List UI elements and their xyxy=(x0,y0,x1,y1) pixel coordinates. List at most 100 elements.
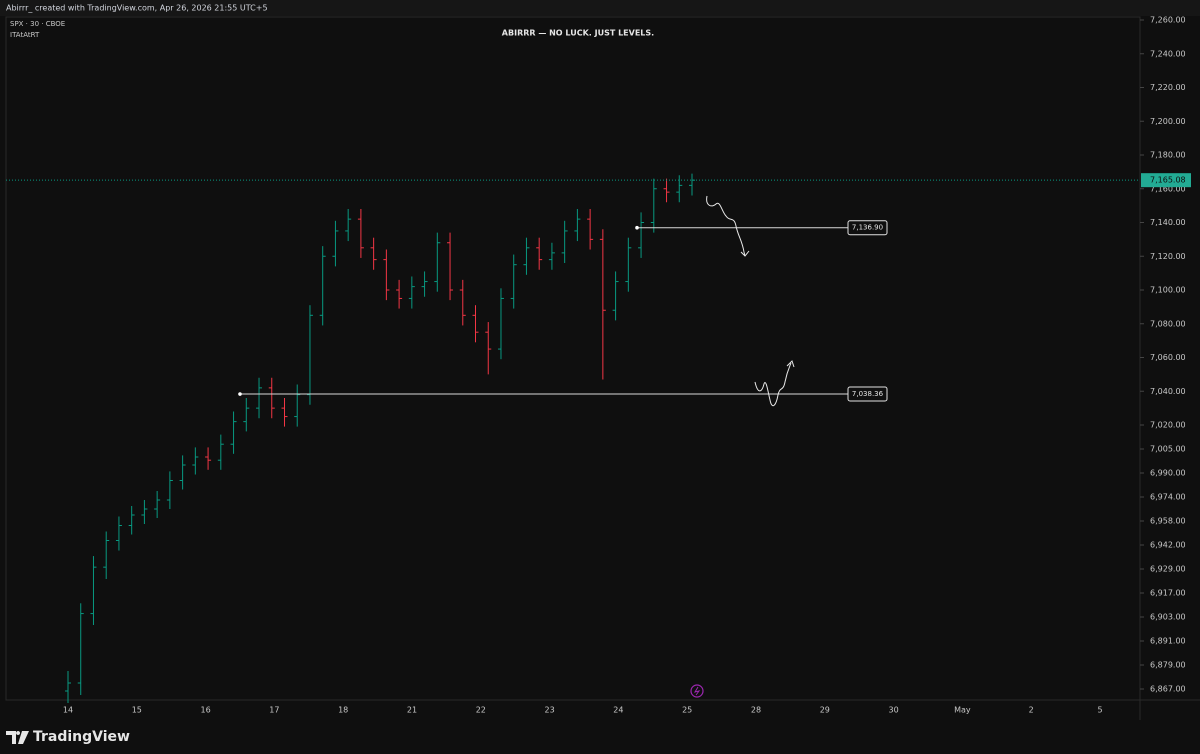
ohlc-bar xyxy=(523,237,530,275)
ohlc-bar xyxy=(192,447,199,475)
x-tick-label: 16 xyxy=(201,706,211,715)
y-tick-label: 6,974.00 xyxy=(1150,493,1186,502)
ohlc-bar xyxy=(599,229,606,380)
y-tick-label: 7,020.00 xyxy=(1150,421,1186,430)
x-tick-label: 5 xyxy=(1097,706,1102,715)
ohlc-bar xyxy=(166,471,173,509)
y-tick-label: 7,240.00 xyxy=(1150,49,1186,58)
ohlc-bar xyxy=(434,232,441,292)
footer xyxy=(0,720,1200,754)
ohlc-bar xyxy=(217,434,224,470)
y-tick-label: 6,867.00 xyxy=(1150,685,1186,694)
y-tick-label: 6,942.00 xyxy=(1150,541,1186,550)
y-tick-label: 7,260.00 xyxy=(1150,16,1186,25)
ohlc-bar xyxy=(281,398,288,427)
ohlc-bar xyxy=(459,279,466,326)
x-tick-label: 23 xyxy=(545,706,555,715)
x-tick-label: 30 xyxy=(889,706,899,715)
ohlc-bar xyxy=(294,384,301,427)
symbol-label: SPX · 30 · CBOE xyxy=(10,20,65,28)
level-box xyxy=(847,386,888,402)
logo-text: TradingView xyxy=(33,729,130,745)
ohlc-bar xyxy=(128,506,135,535)
ohlc-bar xyxy=(357,209,364,258)
x-tick-label: 28 xyxy=(751,706,761,715)
ohlc-bar xyxy=(421,271,428,297)
ohlc-bar xyxy=(663,178,670,203)
y-tick-label: 7,180.00 xyxy=(1150,151,1186,160)
ohlc-bar xyxy=(638,212,645,258)
y-tick-label: 7,080.00 xyxy=(1150,319,1186,328)
ohlc-bar xyxy=(332,220,339,267)
ohlc-bar xyxy=(179,455,186,490)
x-tick-label: 14 xyxy=(63,706,73,715)
ohlc-bar xyxy=(243,398,250,432)
y-tick-label: 7,040.00 xyxy=(1150,387,1186,396)
ohlc-bar xyxy=(115,516,122,551)
ohlc-bar xyxy=(396,279,403,309)
x-tick-label: 25 xyxy=(682,706,692,715)
down-arrow-drawing xyxy=(706,195,746,257)
x-tick-label: 15 xyxy=(132,706,142,715)
y-tick-label: 6,929.00 xyxy=(1150,565,1186,574)
y-tick-label: 6,990.00 xyxy=(1150,469,1186,478)
ohlc-bar xyxy=(154,491,161,518)
ohlc-bar xyxy=(625,237,632,292)
ohlc-bar xyxy=(103,531,110,579)
ohlc-bar xyxy=(306,305,313,405)
y-tick-label: 7,160.00 xyxy=(1150,184,1186,193)
event-icon-bolt xyxy=(693,686,701,696)
ohlc-bar xyxy=(574,209,581,242)
y-tick-label: 7,100.00 xyxy=(1150,286,1186,295)
y-tick-label: 7,060.00 xyxy=(1150,353,1186,362)
ohlc-bar xyxy=(90,556,97,625)
y-tick-label: 7,220.00 xyxy=(1150,83,1186,92)
ohlc-bar xyxy=(676,175,683,203)
x-tick-label: 2 xyxy=(1029,706,1034,715)
last-price-label: 7,165.08 xyxy=(1150,176,1186,185)
y-tick-label: 6,958.00 xyxy=(1150,517,1186,526)
ohlc-bar xyxy=(561,220,568,263)
y-tick-label: 7,005.00 xyxy=(1150,445,1186,454)
arrow-head xyxy=(786,360,795,368)
last-price-box xyxy=(1141,173,1191,188)
level-label: 7,038.36 xyxy=(852,390,884,398)
y-tick-label: 6,917.00 xyxy=(1150,589,1186,598)
ohlc-bar xyxy=(497,288,504,360)
ohlc-bar xyxy=(472,305,479,343)
y-tick-label: 6,903.00 xyxy=(1150,613,1186,622)
plot: 7,136.90 7,038.36 xyxy=(6,173,1140,703)
x-tick-label: 24 xyxy=(613,706,623,715)
header-bar xyxy=(0,0,1200,16)
up-arrow-drawing xyxy=(754,362,792,407)
ohlc-bar xyxy=(230,411,237,454)
ohlc-bar xyxy=(536,237,543,270)
ohlc-bar xyxy=(485,322,492,375)
ohlc-bar xyxy=(510,254,517,309)
ohlc-bar xyxy=(650,178,657,233)
level-label: 7,136.90 xyxy=(852,224,883,232)
ohlc-bar xyxy=(587,209,594,250)
arrow-head xyxy=(740,250,750,257)
ohlc-bar xyxy=(77,603,84,695)
ohlc-bar xyxy=(612,271,619,321)
ohlc-bar xyxy=(447,232,454,301)
ohlc-bar xyxy=(65,671,71,703)
ohlc-bar xyxy=(370,237,377,270)
ohlc-bar xyxy=(256,377,263,419)
header-text: Abirrr_ created with TradingView.com, Ap… xyxy=(6,4,268,13)
level-box xyxy=(847,220,888,236)
ohlc-bar xyxy=(268,377,275,419)
y-tick-label: 7,140.00 xyxy=(1150,218,1186,227)
x-tick-label: 21 xyxy=(407,706,417,715)
event-icon[interactable] xyxy=(690,684,704,698)
ohlc-bar xyxy=(141,500,148,524)
ohlc-bar xyxy=(548,242,555,270)
level-anchor xyxy=(238,392,242,396)
ohlc-bar xyxy=(383,249,390,301)
x-tick-label: 18 xyxy=(338,706,348,715)
x-tick-label: 22 xyxy=(476,706,486,715)
y-tick-label: 7,200.00 xyxy=(1150,117,1186,126)
